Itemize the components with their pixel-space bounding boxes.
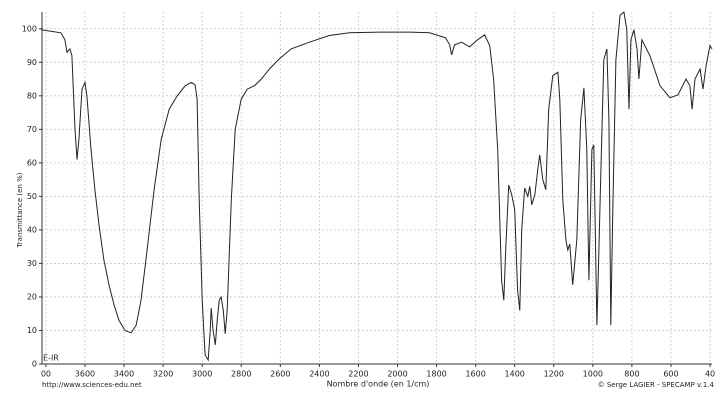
x-tick-label: 600 bbox=[663, 370, 678, 379]
annotation: E-IR bbox=[43, 354, 59, 363]
y-tick-label: 40 bbox=[27, 225, 37, 234]
x-tick-label: 2200 bbox=[348, 370, 368, 379]
x-axis-title: Nombre d'onde (en 1/cm) bbox=[327, 380, 430, 389]
x-tick-label: 1600 bbox=[465, 370, 485, 379]
x-tick-label: 3200 bbox=[153, 370, 173, 379]
y-tick-label: 50 bbox=[27, 192, 37, 201]
y-tick-label: 60 bbox=[27, 158, 37, 167]
credit: © Serge LAGIER - SPECAMP v.1.4 bbox=[598, 381, 715, 389]
x-tick-label: 40 bbox=[705, 370, 715, 379]
x-tick-label: 1000 bbox=[583, 370, 603, 379]
y-axis-title: Transmittance (en %) bbox=[16, 172, 24, 248]
x-tick-label: 2800 bbox=[231, 370, 251, 379]
y-tick-label: 90 bbox=[27, 58, 37, 67]
x-tick-label: 00 bbox=[41, 370, 51, 379]
x-tick-label: 3000 bbox=[192, 370, 212, 379]
x-tick-label: 2000 bbox=[387, 370, 407, 379]
y-tick-label: 70 bbox=[27, 125, 37, 134]
y-tick-label: 30 bbox=[27, 259, 37, 268]
spectrum-line bbox=[40, 11, 713, 362]
x-tick-label: 2400 bbox=[309, 370, 329, 379]
x-tick-label: 2600 bbox=[270, 370, 290, 379]
x-tick-label: 3600 bbox=[75, 370, 95, 379]
y-tick-label: 100 bbox=[22, 24, 37, 33]
x-tick-label: 3400 bbox=[114, 370, 134, 379]
x-tick-label: 800 bbox=[624, 370, 639, 379]
source: http://www.sciences-edu.net bbox=[42, 381, 142, 389]
y-tick-label: 0 bbox=[32, 360, 37, 369]
y-tick-label: 10 bbox=[27, 326, 37, 335]
x-tick-label: 1400 bbox=[505, 370, 525, 379]
y-tick-label: 80 bbox=[27, 91, 37, 100]
y-tick-label: 20 bbox=[27, 292, 37, 301]
x-tick-label: 1200 bbox=[544, 370, 564, 379]
x-tick-label: 1800 bbox=[426, 370, 446, 379]
